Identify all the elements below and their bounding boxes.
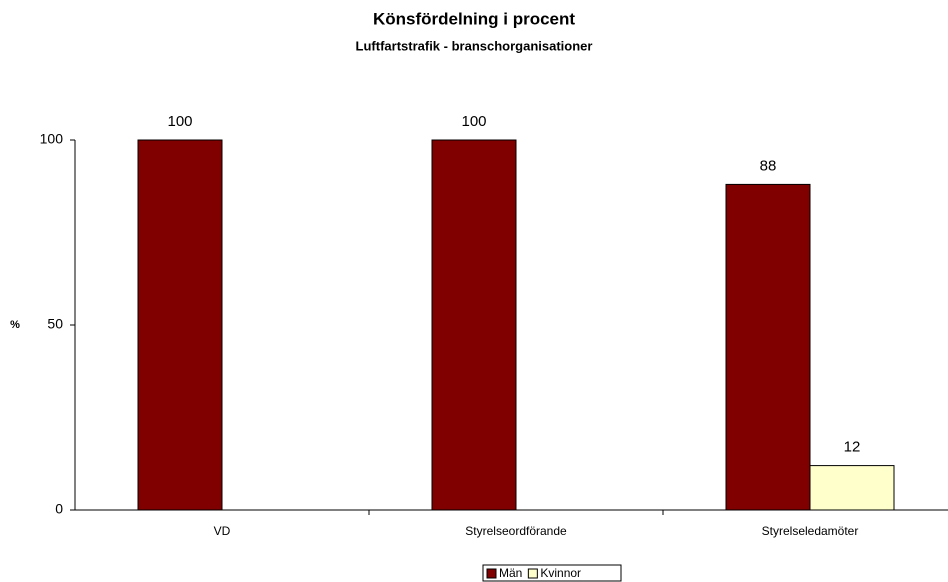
legend-label: Kvinnor <box>540 566 581 580</box>
x-tick-label: Styrelseordförande <box>465 524 567 538</box>
y-tick-label: 0 <box>55 501 63 517</box>
legend-label: Män <box>499 566 522 580</box>
bar <box>725 183 811 511</box>
y-axis-label: % <box>10 319 20 331</box>
value-label: 100 <box>167 113 192 130</box>
bar <box>809 465 895 511</box>
chart-subtitle: Luftfartstrafik - branschorganisationer <box>356 38 593 53</box>
value-label: 12 <box>844 439 861 456</box>
bar <box>431 139 517 511</box>
legend-swatch <box>527 568 538 579</box>
legend-box <box>482 564 622 582</box>
y-tick-label: 100 <box>40 131 64 147</box>
value-label: 88 <box>760 157 777 174</box>
legend-swatch <box>486 568 497 579</box>
bar <box>137 139 223 511</box>
chart-title: Könsfördelning i procent <box>373 9 575 28</box>
x-tick-label: Styrelseledamöter <box>762 524 859 538</box>
x-tick-label: VD <box>214 524 231 538</box>
value-label: 100 <box>461 113 486 130</box>
y-tick-label: 50 <box>47 316 63 332</box>
